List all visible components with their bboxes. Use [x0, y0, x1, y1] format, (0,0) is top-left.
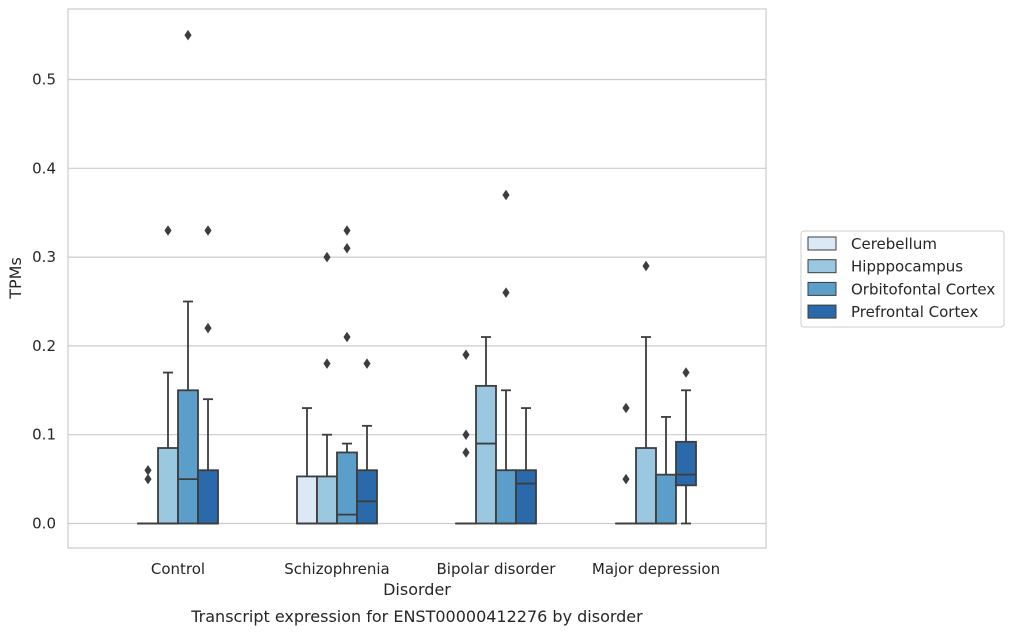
box-rect	[177, 389, 199, 525]
x-axis-label: Disorder	[383, 580, 451, 599]
outlier-point	[642, 260, 650, 272]
y-axis-label: TPMs	[6, 257, 25, 300]
outlier-point	[204, 322, 212, 334]
box-rect	[157, 447, 179, 525]
box-group	[675, 367, 697, 525]
box-rect	[296, 475, 318, 525]
box-rect	[655, 473, 677, 525]
outlier-point	[323, 358, 331, 369]
legend-swatch	[807, 259, 837, 274]
y-tick-label: 0.2	[32, 337, 56, 355]
box-rect	[336, 451, 358, 525]
x-tick-label: Schizophrenia	[284, 560, 389, 578]
outlier-point	[323, 251, 331, 263]
plot-area-frame	[67, 8, 767, 549]
outlier-point	[462, 447, 470, 458]
outlier-point	[343, 225, 351, 236]
box-rect	[475, 384, 497, 525]
legend-label: Orbitofontal Cortex	[851, 280, 995, 298]
box-group	[356, 358, 378, 525]
x-axis-ticks: Control Schizophrenia Bipolar disorder Majo…	[151, 560, 720, 578]
box-rect	[197, 469, 219, 525]
legend-box	[800, 230, 1005, 328]
y-tick-label: 0.5	[32, 71, 56, 89]
chart-caption: Transcript expression for ENST0000041227…	[190, 607, 643, 626]
outlier-point	[502, 189, 510, 201]
outlier-point	[462, 349, 470, 361]
box-group	[515, 407, 537, 525]
x-tick-label: Control	[151, 560, 205, 578]
legend-swatch	[807, 236, 837, 251]
y-tick-label: 0.1	[32, 426, 56, 444]
box-group	[336, 225, 358, 525]
box-group	[316, 251, 338, 525]
box-rect	[515, 469, 537, 525]
outlier-point	[343, 331, 351, 343]
legend-label: Prefrontal Cortex	[851, 303, 978, 321]
y-tick-label: 0.0	[32, 515, 56, 533]
x-tick-label: Bipolar disorder	[437, 560, 557, 578]
outlier-point	[144, 464, 152, 476]
box-rect	[495, 469, 517, 525]
x-tick-label: Major depression	[592, 560, 720, 578]
outlier-point	[184, 29, 192, 41]
legend-label: Cerebellum	[851, 235, 937, 253]
outlier-point	[682, 367, 690, 378]
box-group	[296, 407, 318, 525]
legend: Cerebellum Hipppocampus Orbitofontal Corte…	[800, 230, 1005, 328]
outlier-point	[204, 225, 212, 236]
box-group	[475, 336, 497, 525]
outlier-point	[363, 358, 371, 369]
outlier-point	[622, 402, 630, 414]
legend-label: Hipppocampus	[851, 258, 963, 276]
outlier-point	[144, 473, 152, 485]
box-group	[177, 29, 199, 525]
legend-swatch	[807, 304, 837, 319]
box-group	[197, 225, 219, 525]
outlier-point	[164, 225, 172, 236]
box-rect	[316, 475, 338, 525]
y-tick-label: 0.3	[32, 248, 56, 266]
outlier-point	[622, 473, 630, 485]
y-axis-ticks: 0.0 0.1 0.2 0.3 0.4 0.5	[32, 71, 56, 533]
box-group	[495, 189, 517, 525]
boxes	[137, 29, 697, 525]
outlier-point	[502, 287, 510, 298]
outlier-point	[343, 242, 351, 254]
box-rect	[356, 469, 378, 525]
outlier-point	[462, 429, 470, 440]
y-tick-label: 0.4	[32, 159, 56, 177]
box-group	[655, 416, 677, 525]
box-rect	[675, 440, 697, 487]
legend-swatch	[807, 281, 837, 296]
box-rect	[635, 447, 657, 525]
